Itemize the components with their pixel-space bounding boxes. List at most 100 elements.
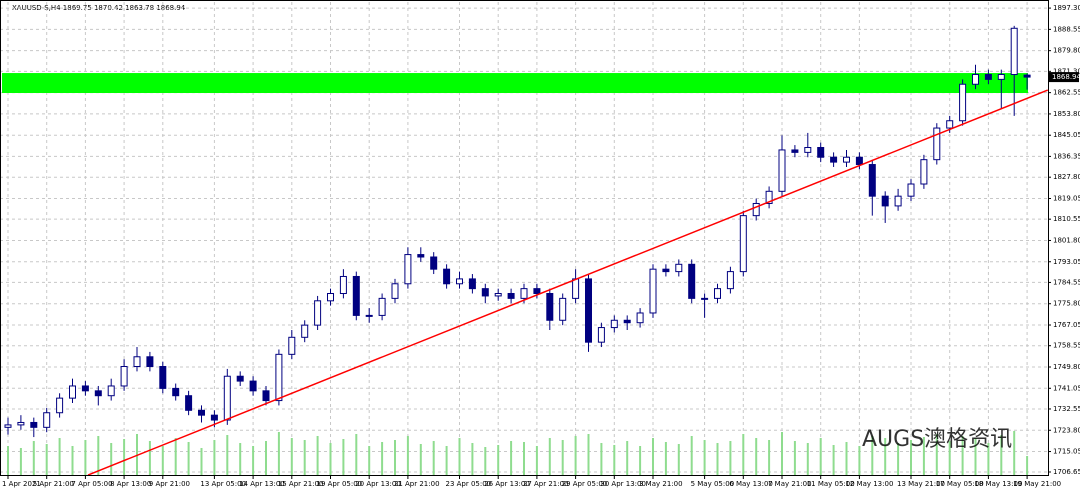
volume-bar xyxy=(445,446,448,476)
x-tick-label: 7 Apr 05:00 xyxy=(71,480,112,488)
volume-bar xyxy=(342,439,345,476)
volume-bar xyxy=(213,440,216,476)
y-tick-label: 1706.65 xyxy=(1053,468,1080,476)
candle-body xyxy=(4,424,12,428)
candle-body xyxy=(507,293,515,299)
x-tick-label: 19 May 21:00 xyxy=(1013,480,1061,488)
x-tick-label: 17 May 05:00 xyxy=(936,480,984,488)
volume-bar xyxy=(613,445,616,476)
y-tick-label: 1758.55 xyxy=(1053,342,1080,350)
y-tick-label: 1741.05 xyxy=(1053,384,1080,392)
y-tick-label: 1888.55 xyxy=(1053,25,1080,33)
x-tick-label: 1 Apr 2021 xyxy=(2,480,41,488)
volume-bar xyxy=(290,438,293,476)
volume-bar xyxy=(587,434,590,476)
candle-body xyxy=(868,164,876,197)
volume-bar xyxy=(600,443,603,476)
watermark: AUGS澳格资讯 xyxy=(862,427,1012,452)
candle-body xyxy=(726,271,734,290)
candle-body xyxy=(610,319,618,329)
volume-bar xyxy=(664,442,667,476)
candle-body xyxy=(649,268,657,314)
candle-body xyxy=(56,397,64,414)
volume-bar xyxy=(897,443,900,476)
candle-body xyxy=(830,156,838,163)
x-tick-label: 14 Apr 13:00 xyxy=(239,480,285,488)
volume-bar xyxy=(523,442,525,476)
x-tick-label: 8 Apr 13:00 xyxy=(110,480,151,488)
candle-body xyxy=(288,336,296,355)
volume-bar xyxy=(922,437,925,476)
volume-bar xyxy=(265,441,267,476)
volume-bar xyxy=(729,441,732,476)
volume-bar xyxy=(497,445,500,476)
candle-body xyxy=(946,120,954,129)
candle-body xyxy=(133,356,141,368)
candle-body xyxy=(997,74,1005,80)
volume-bar xyxy=(935,434,938,476)
candle-body xyxy=(430,256,438,270)
candle-body xyxy=(662,268,670,273)
volume-bar xyxy=(690,436,693,476)
volume-bar xyxy=(974,438,977,476)
volume-bar xyxy=(768,440,771,476)
candle-body xyxy=(855,156,863,166)
volume-bar xyxy=(432,441,435,476)
candle-body xyxy=(533,288,541,295)
x-tick-label: 7 May 21:00 xyxy=(768,480,812,488)
candle-body xyxy=(365,314,373,317)
plot-frame xyxy=(0,0,1049,476)
x-tick-label: 13 May 21:00 xyxy=(897,480,945,488)
volume-bar xyxy=(226,435,229,476)
candle-body xyxy=(443,268,451,285)
candle-body xyxy=(94,390,102,397)
x-tick-label: 12 May 13:00 xyxy=(845,480,893,488)
x-tick-label: 3 May 21:00 xyxy=(639,480,683,488)
volume-bar xyxy=(548,438,551,476)
volume-bar xyxy=(329,443,332,476)
x-tick-label: 27 Apr 21:00 xyxy=(523,480,569,488)
y-tick-label: 1853.80 xyxy=(1053,110,1080,118)
candle-body xyxy=(739,215,747,273)
volume-bar xyxy=(84,440,87,476)
x-tick-label: 29 Apr 05:00 xyxy=(562,480,608,488)
candle-body xyxy=(17,421,25,426)
volume-bar xyxy=(71,446,74,476)
candle-body xyxy=(378,297,386,316)
y-tick-label: 1723.80 xyxy=(1053,426,1080,434)
volume-bar xyxy=(97,436,100,476)
volume-bar xyxy=(394,440,396,476)
candle-body xyxy=(236,375,244,382)
candle-body xyxy=(804,147,812,153)
volume-bar xyxy=(806,443,809,476)
candle-body xyxy=(752,202,760,217)
volume-bar xyxy=(277,432,280,476)
candle-body xyxy=(778,149,786,192)
volume-bar xyxy=(703,440,706,476)
candle-body xyxy=(984,74,992,80)
volume-bar xyxy=(535,446,538,476)
x-tick-label: 23 Apr 05:00 xyxy=(446,480,492,488)
candle-body xyxy=(894,195,902,207)
volume-bar xyxy=(884,438,887,476)
volume-bar xyxy=(626,441,629,476)
candle-body xyxy=(959,83,967,122)
candle-body xyxy=(972,74,979,85)
volume-bar xyxy=(845,442,848,476)
volume-bar xyxy=(742,434,745,476)
x-tick-label: 18 May 13:00 xyxy=(974,480,1022,488)
candle-body xyxy=(636,312,644,324)
candle-body xyxy=(43,412,51,428)
volume-bar xyxy=(987,443,990,476)
volume-bar xyxy=(677,444,680,476)
volume-bar xyxy=(832,445,835,476)
x-tick-label: 6 May 13:00 xyxy=(729,480,773,488)
y-tick-label: 1827.80 xyxy=(1053,173,1080,181)
volume-bar xyxy=(200,448,203,476)
volume-bar xyxy=(187,442,190,476)
volume-bar xyxy=(1013,431,1016,476)
candle-body xyxy=(327,293,334,302)
candle-body xyxy=(339,275,347,295)
volume-bar xyxy=(355,434,358,476)
